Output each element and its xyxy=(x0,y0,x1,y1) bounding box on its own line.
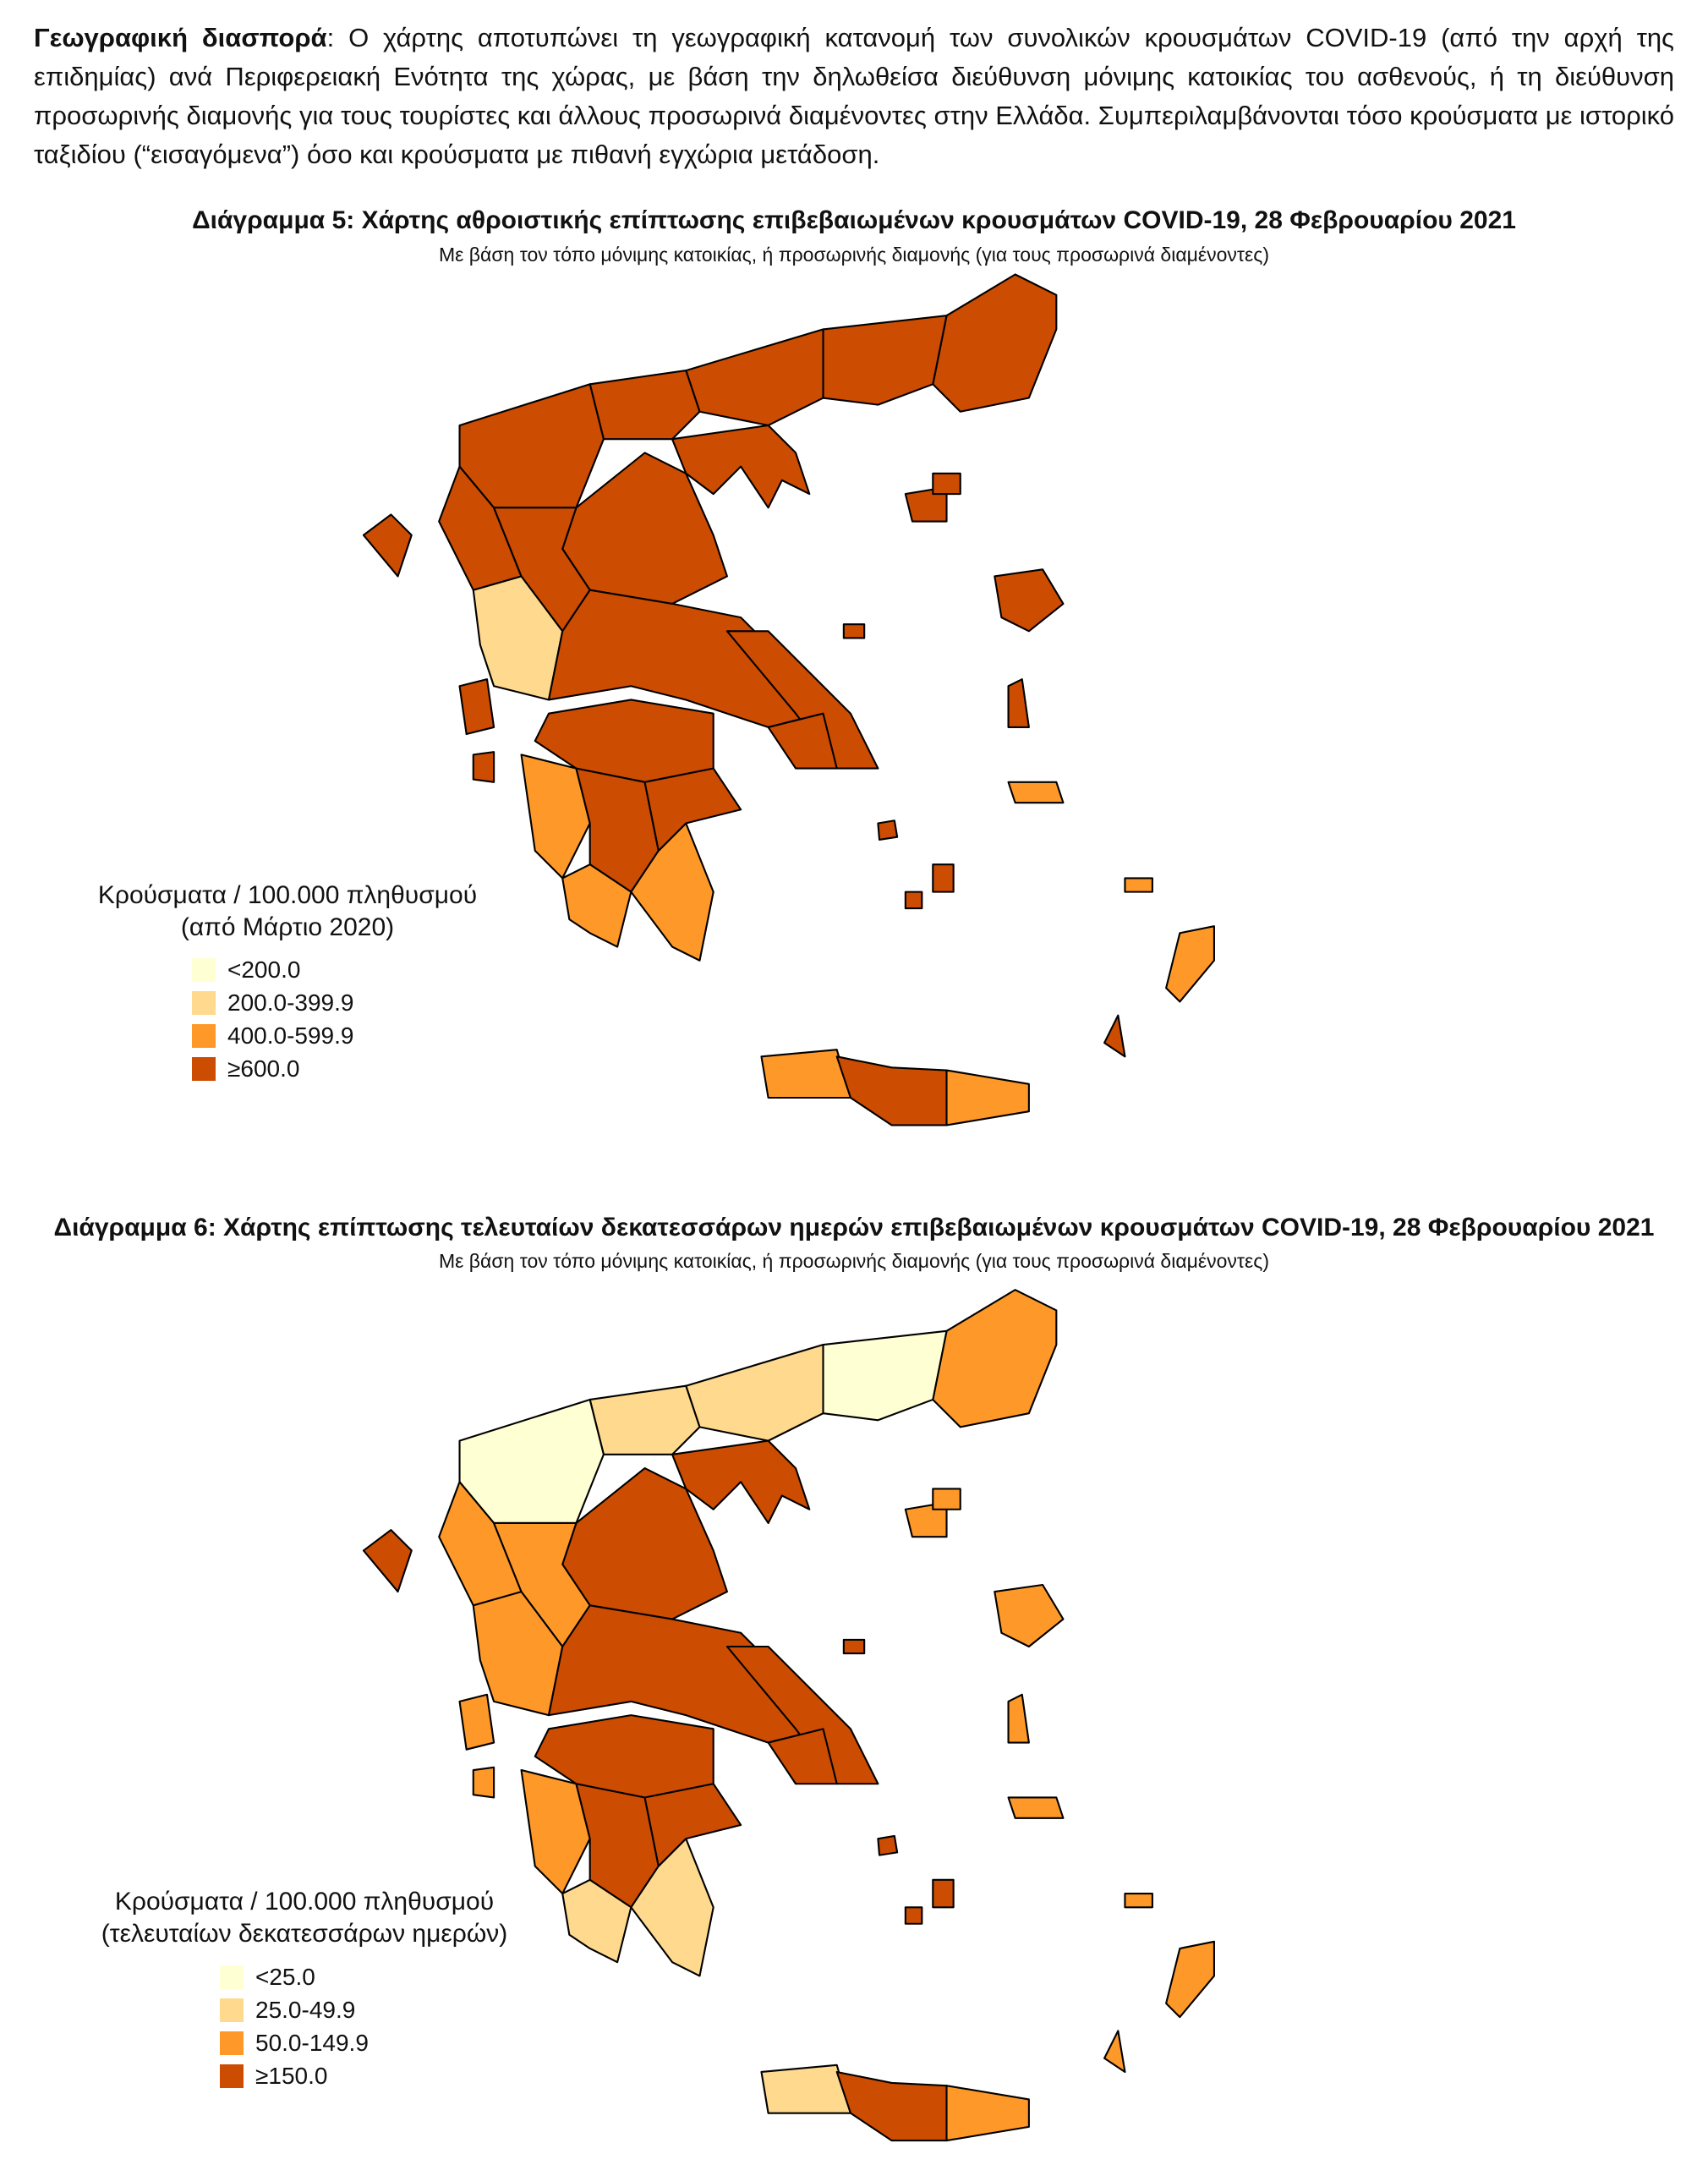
legend-title-line: Κρούσματα / 100.000 πληθυσμού xyxy=(97,881,478,909)
map-region xyxy=(932,1878,955,1909)
map-region xyxy=(932,273,1058,413)
map-region xyxy=(458,383,605,509)
map-region xyxy=(671,424,811,509)
figure-subtitle: Με βάση τον τόπο μόνιμης κατοικίας, ή πρ… xyxy=(438,1250,1270,1272)
map-region xyxy=(945,2085,1030,2142)
legend-label: 50.0-149.9 xyxy=(255,2030,369,2056)
map-region xyxy=(877,1834,899,1856)
map-region xyxy=(1165,1940,1215,2019)
map-region xyxy=(932,1289,1058,1428)
map-region xyxy=(835,2070,948,2142)
map-region xyxy=(472,1766,495,1799)
map-region xyxy=(1007,1796,1065,1819)
map-region xyxy=(822,315,948,406)
map-region xyxy=(561,1878,632,1964)
map-region xyxy=(362,513,413,578)
map-region xyxy=(643,1783,742,1867)
map-region xyxy=(588,1384,701,1455)
map-region xyxy=(877,819,899,841)
map-region xyxy=(904,1906,923,1925)
legend-swatch xyxy=(220,1998,244,2022)
figure-title: Διάγραμμα 5: Χάρτης αθροιστικής επίπτωση… xyxy=(192,206,1516,234)
legend-item: ≥600.0 xyxy=(192,1055,299,1082)
legend-label: <200.0 xyxy=(227,956,301,983)
map-region xyxy=(588,370,701,441)
map-region xyxy=(643,767,742,852)
legend-item: 400.0-599.9 xyxy=(192,1022,353,1050)
legend-subtitle: (από Μάρτιο 2020) xyxy=(180,913,395,941)
map-region xyxy=(767,1728,838,1785)
legend-label: 400.0-599.9 xyxy=(227,1022,354,1049)
map-region xyxy=(1007,1693,1030,1744)
legend-item: <200.0 xyxy=(192,956,300,984)
map-region xyxy=(458,1398,605,1525)
figure-title: Διάγραμμα 6: Χάρτης επίπτωσης τελευταίων… xyxy=(53,1214,1655,1241)
map-region xyxy=(458,678,495,736)
map-region xyxy=(520,1768,591,1895)
map-region xyxy=(1103,1014,1126,1058)
map-region xyxy=(1103,2030,1126,2074)
legend-swatch xyxy=(192,958,216,982)
legend-item: ≥150.0 xyxy=(220,2063,327,2090)
map-region xyxy=(822,1329,948,1422)
legend-item: 50.0-149.9 xyxy=(220,2030,369,2057)
map-region xyxy=(520,754,591,880)
legend-item: 200.0-399.9 xyxy=(192,989,353,1017)
figure-subtitle: Με βάση τον τόπο μόνιμης κατοικίας, ή πρ… xyxy=(438,244,1270,266)
map-region xyxy=(932,863,955,893)
map-region xyxy=(1124,877,1153,893)
map-region xyxy=(932,1488,961,1510)
legend-label: 200.0-399.9 xyxy=(227,989,354,1016)
legend-item: 25.0-49.9 xyxy=(220,1997,355,2024)
legend-label: ≥150.0 xyxy=(255,2063,328,2089)
map-region xyxy=(561,863,632,948)
map-region xyxy=(1007,781,1065,804)
map-region xyxy=(945,1069,1030,1126)
map-region xyxy=(1165,925,1215,1003)
legend-swatch xyxy=(192,1057,216,1081)
map-region xyxy=(835,1055,948,1126)
map-region xyxy=(1007,678,1030,728)
map-region xyxy=(362,1529,413,1593)
map-region xyxy=(1124,1892,1153,1909)
map-region xyxy=(671,1439,811,1525)
legend-swatch xyxy=(220,2031,244,2055)
legend-label: ≥600.0 xyxy=(227,1055,300,1082)
map-region xyxy=(842,623,866,639)
map-region xyxy=(767,712,838,770)
map-region xyxy=(842,1638,866,1655)
map-region xyxy=(685,1343,824,1442)
map-region xyxy=(725,630,879,770)
legend-title: Κρούσματα / 100.000 πληθυσμού (τελευταίων… xyxy=(51,1886,558,1950)
legend-title-line: Κρούσματα / 100.000 πληθυσμού xyxy=(114,1888,495,1916)
legend-subtitle: (τελευταίων δεκατεσσάρων ημερών) xyxy=(101,1920,508,1948)
map-region xyxy=(725,1645,879,1785)
map-region xyxy=(994,568,1065,633)
legend-swatch xyxy=(192,1024,216,1048)
lead: Γεωγραφική διασπορά xyxy=(34,23,327,52)
map-region xyxy=(685,328,824,427)
map-region xyxy=(932,472,961,496)
legend-label: <25.0 xyxy=(255,1964,315,1990)
legend-swatch xyxy=(220,1965,244,1989)
map xyxy=(362,1289,1215,2142)
paragraph-text: : Ο χάρτης αποτυπώνει τη γεωγραφική κατα… xyxy=(34,23,1675,169)
legend-swatch xyxy=(220,2064,244,2088)
legend-item: <25.0 xyxy=(220,1964,315,1991)
map-region xyxy=(458,1693,495,1751)
map-region xyxy=(904,891,923,910)
legend-label: 25.0-49.9 xyxy=(255,1997,356,2023)
legend-swatch xyxy=(192,991,216,1015)
map-region xyxy=(472,751,495,783)
intro-paragraph: Γεωγραφική διασπορά: Ο χάρτης αποτυπώνει… xyxy=(34,19,1674,174)
map xyxy=(362,273,1215,1126)
map-region xyxy=(994,1583,1065,1648)
legend-title: Κρούσματα / 100.000 πληθυσμού (από Μάρτιο… xyxy=(51,880,524,944)
